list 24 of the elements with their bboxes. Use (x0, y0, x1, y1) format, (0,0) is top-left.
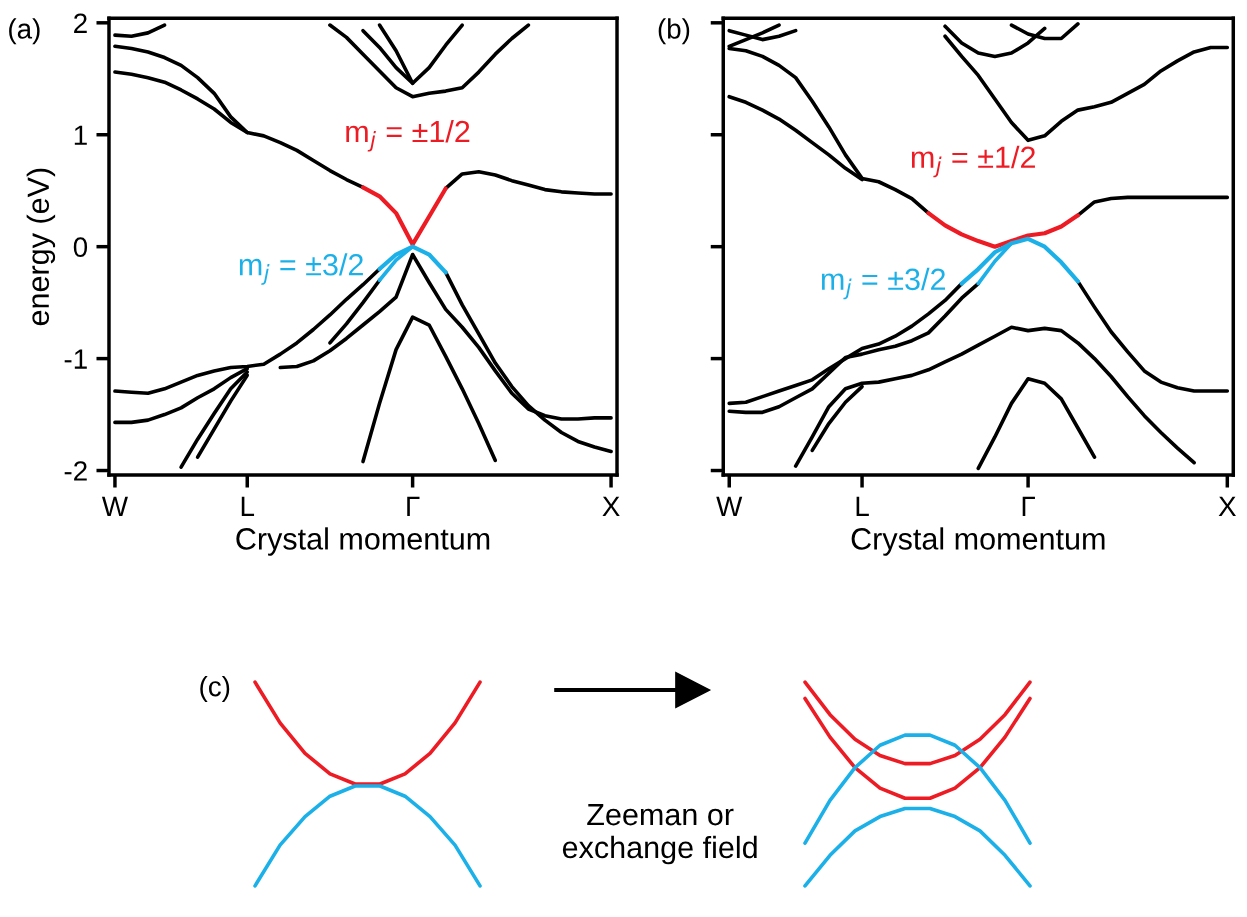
chart-title: (c) (200, 676, 230, 702)
series-label: m$_{j}$ = ±3/2 (821, 267, 945, 300)
series-label: m$_{j}$ = ±3/2 (239, 253, 363, 285)
x-tick-label: W (716, 496, 743, 516)
y-tick-label: 1 (74, 125, 87, 145)
y-axis-title: energy (eV) (26, 168, 56, 326)
y-tick-label: 2 (74, 13, 87, 33)
y-tick-label: -1 (64, 349, 87, 369)
annotation: Zeeman or exchange field (562, 804, 757, 865)
x-tick-label: W (101, 496, 128, 516)
x-axis-title: Crystal momentum (236, 527, 490, 556)
x-tick-label: X (602, 496, 620, 516)
series-label: m$_{j}$ = ±1/2 (911, 145, 1035, 178)
chart-title: (b) (658, 18, 690, 45)
y-tick-label: 0 (73, 237, 88, 258)
x-tick-label: Γ (1022, 496, 1035, 516)
x-tick-label: L (241, 496, 255, 516)
x-tick-label: X (1218, 496, 1236, 516)
x-axis-title: Crystal momentum (851, 527, 1105, 556)
series-label: m$_{j}$ = ±1/2 (346, 119, 470, 152)
x-tick-label: L (856, 496, 869, 516)
y-tick-label: -2 (64, 461, 87, 481)
chart-title: (a) (9, 18, 40, 45)
x-tick-label: Γ (407, 496, 420, 516)
